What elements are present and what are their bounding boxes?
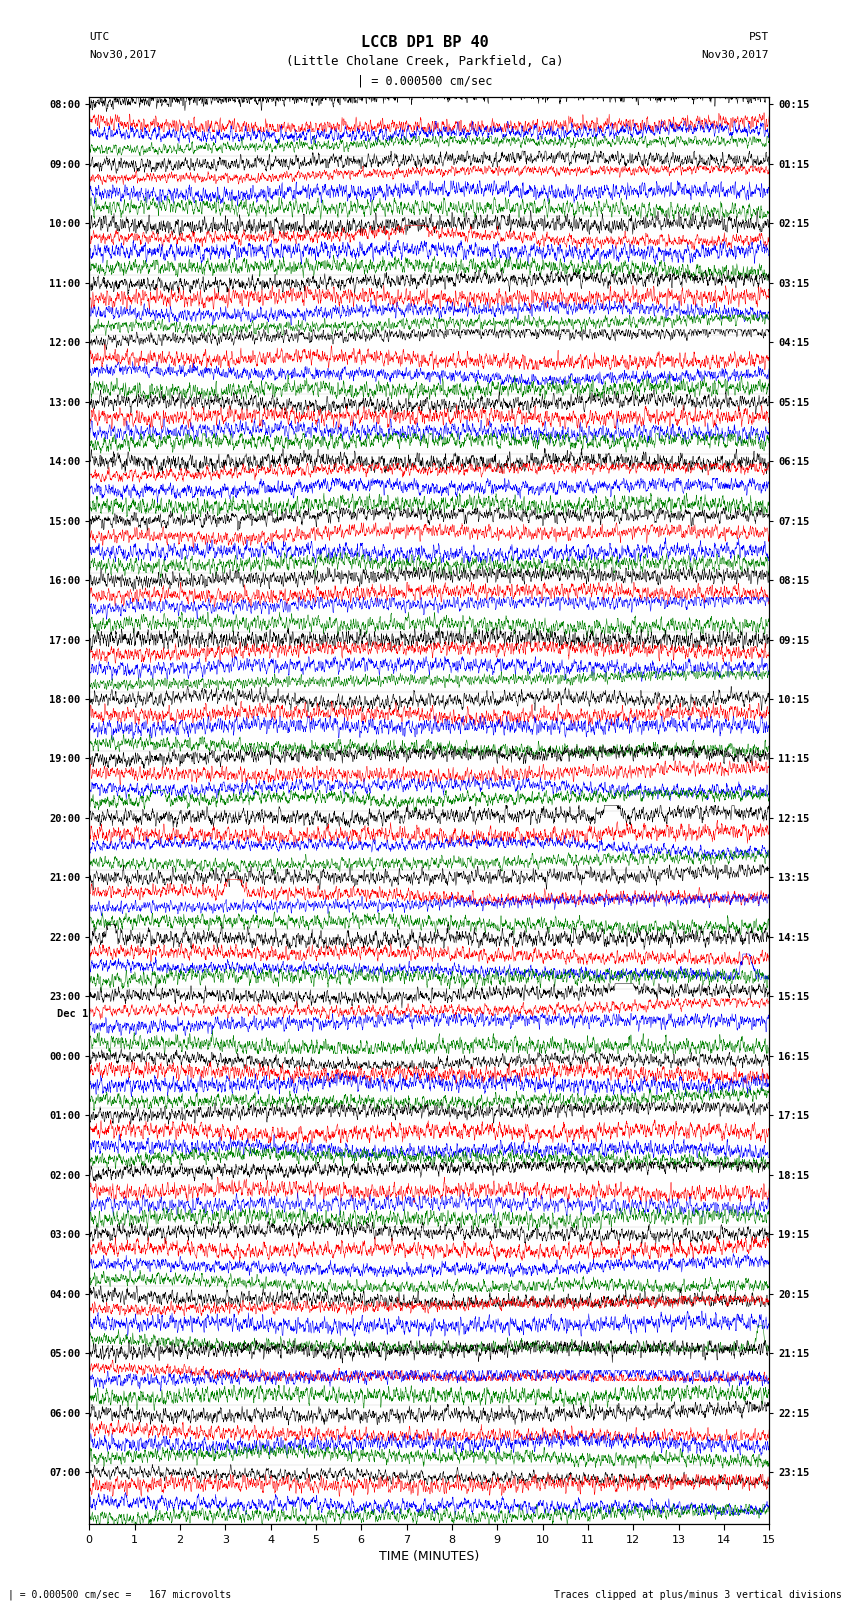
Text: Nov30,2017: Nov30,2017 xyxy=(702,50,769,60)
Text: UTC: UTC xyxy=(89,32,110,42)
Text: Dec 1: Dec 1 xyxy=(57,1010,88,1019)
Text: | = 0.000500 cm/sec: | = 0.000500 cm/sec xyxy=(357,74,493,87)
Text: PST: PST xyxy=(749,32,769,42)
X-axis label: TIME (MINUTES): TIME (MINUTES) xyxy=(379,1550,479,1563)
Text: Nov30,2017: Nov30,2017 xyxy=(89,50,156,60)
Text: LCCB DP1 BP 40: LCCB DP1 BP 40 xyxy=(361,35,489,50)
Text: Traces clipped at plus/minus 3 vertical divisions: Traces clipped at plus/minus 3 vertical … xyxy=(553,1590,842,1600)
Text: | = 0.000500 cm/sec =   167 microvolts: | = 0.000500 cm/sec = 167 microvolts xyxy=(8,1589,232,1600)
Text: (Little Cholane Creek, Parkfield, Ca): (Little Cholane Creek, Parkfield, Ca) xyxy=(286,55,564,68)
